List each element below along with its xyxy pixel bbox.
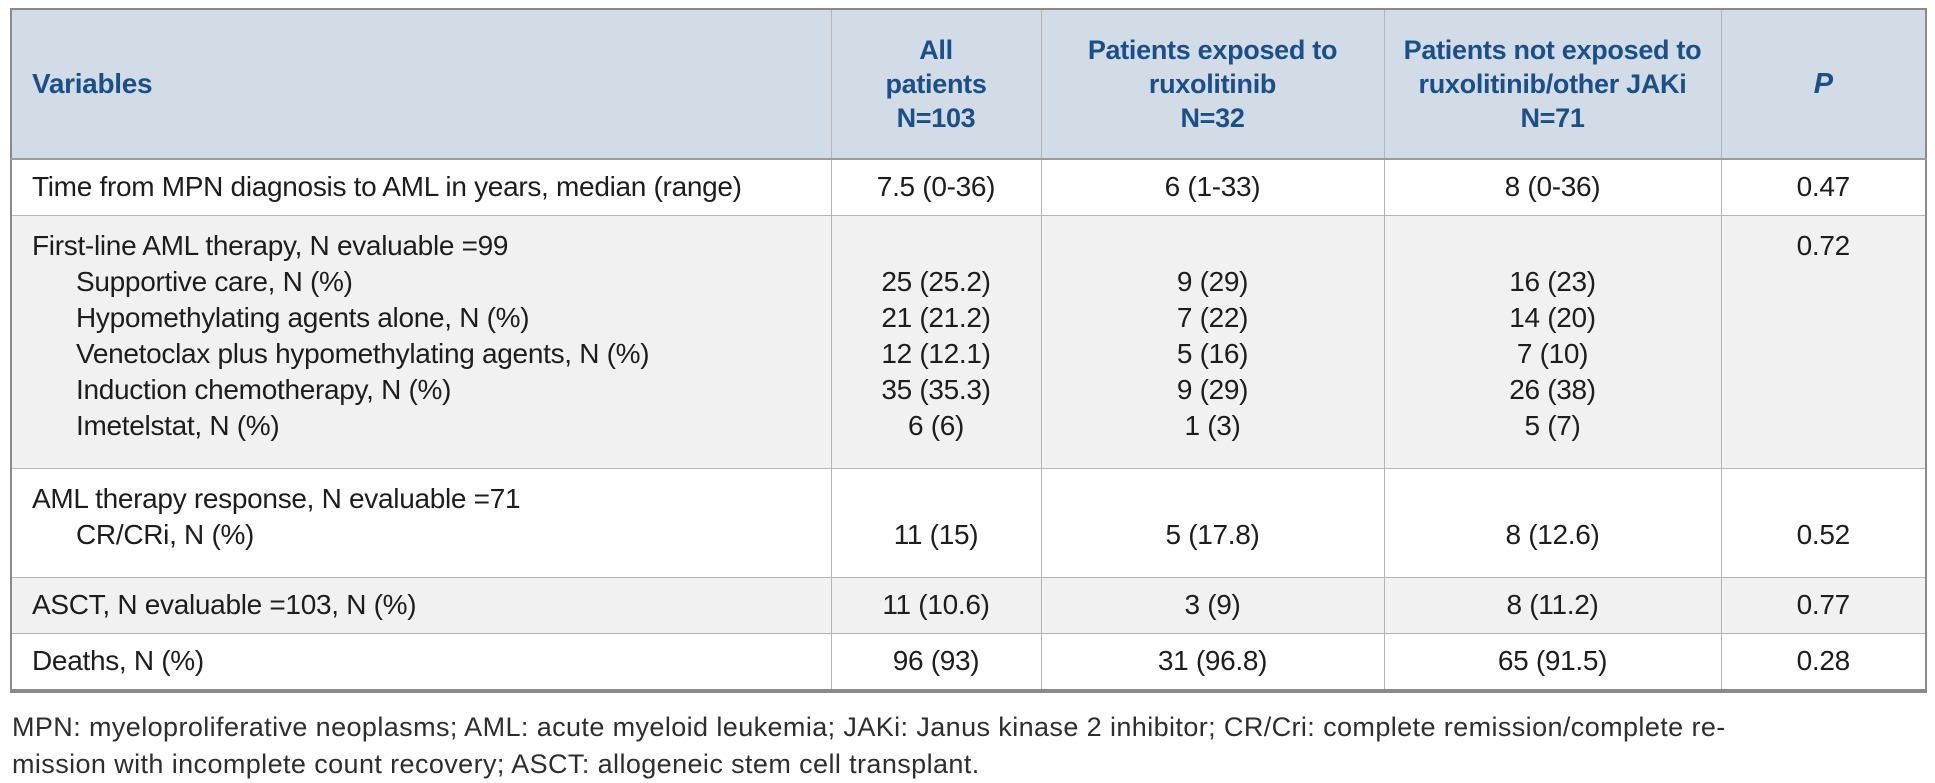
header-line: N=32 [1180,103,1245,133]
row-line-label: Induction chemotherapy, N (%) [76,374,452,405]
cell-line-value: 12 (12.1) [881,338,991,369]
row-label: AML therapy response, N evaluable =71 CR/… [10,468,832,578]
row-label: Deaths, N (%) [10,633,832,692]
cell-line-value [1042,228,1384,264]
cell-all-patients: 96 (93) [830,633,1042,692]
cell-p-value: 0.47 [1720,158,1927,216]
cell-line-value: 1 (3) [1184,410,1241,441]
cell-line-value: 26 (38) [1509,374,1596,405]
cell-all-patients: 25 (25.2) 21 (21.2) 12 (12.1) 35 (35.3) 6 (6… [830,215,1042,469]
header-line: ruxolitinib [1148,69,1277,99]
cell-line-value [1722,408,1926,444]
cell-line-value: 35 (35.3) [881,374,991,405]
row-line-label: Supportive care, N (%) [76,266,353,297]
cell-exposed: 3 (9) [1040,577,1385,634]
cell-exposed: 5 (17.8) [1040,468,1385,578]
abbreviations-footnote: MPN: myeloproliferative neoplasms; AML: … [12,709,1925,783]
cell-not-exposed: 65 (91.5) [1383,633,1722,692]
row-line-label: AML therapy response, N evaluable =71 [32,483,521,514]
cell-line-value [1722,336,1926,372]
table-row: AML therapy response, N evaluable =71 CR/… [10,468,1927,578]
cell-line-value: 5 (16) [1176,338,1249,369]
cell-line-value [1722,481,1926,517]
cell-line-value: 0.72 [1796,230,1851,261]
table-row: Deaths, N (%) 96 (93) 31 (96.8) 65 (91.5) 0.… [10,633,1927,692]
cell-p-value: 0.28 [1720,633,1927,692]
cell-p-value: 0.77 [1720,577,1927,634]
p-value-column-header: P [1720,8,1927,160]
cell-line-value: 11 (15) [893,519,979,550]
table-row: ASCT, N evaluable =103, N (%) 11 (10.6) 3 … [10,577,1927,634]
header-line: Patients not exposed to [1403,35,1702,65]
cell-exposed: 6 (1-33) [1040,158,1385,216]
header-line: ruxolitinib/other JAKi [1418,69,1687,99]
cell-line-value: 25 (25.2) [881,266,991,297]
row-line-label: Venetoclax plus hypomethylating agents, … [76,338,650,369]
table-row: Time from MPN diagnosis to AML in years,… [10,158,1927,216]
cell-not-exposed: 8 (11.2) [1383,577,1722,634]
row-line-label: CR/CRi, N (%) [76,519,255,550]
cell-all-patients: 11 (10.6) [830,577,1042,634]
cell-not-exposed: 8 (0-36) [1383,158,1722,216]
cell-line-value: 16 (23) [1509,266,1596,297]
cell-line-value [1722,264,1926,300]
cell-line-value: 21 (21.2) [881,302,991,333]
not-exposed-column-header: Patients not exposed to ruxolitinib/other… [1383,8,1722,160]
cell-line-value [832,228,1041,264]
header-line: Patients exposed to [1087,35,1338,65]
cell-line-value: 7 (22) [1176,302,1249,333]
cell-line-value: 7 (10) [1516,338,1589,369]
header-line: N=71 [1520,103,1585,133]
cell-line-value [1722,300,1926,336]
variables-column-header: Variables [10,8,832,160]
all-patients-column-header: All patients N=103 [830,8,1042,160]
cell-not-exposed: 8 (12.6) [1383,468,1722,578]
footnote-line: MPN: myeloproliferative neoplasms; AML: … [12,712,1726,742]
row-label: First-line AML therapy, N evaluable =99 S… [10,215,832,469]
row-line-label: First-line AML therapy, N evaluable =99 [32,230,509,261]
cell-line-value: 6 (6) [907,410,965,441]
patient-characteristics-table: Variables All patients N=103 Patients expo… [10,8,1927,693]
row-line-label: Hypomethylating agents alone, N (%) [76,302,530,333]
cell-p-value: 0.72 [1720,215,1927,469]
cell-exposed: 31 (96.8) [1040,633,1385,692]
table-row: First-line AML therapy, N evaluable =99 S… [10,215,1927,469]
row-line-label: Imetelstat, N (%) [76,410,280,441]
cell-line-value: 0.52 [1796,519,1851,550]
cell-exposed: 9 (29) 7 (22) 5 (16) 9 (29) 1 (3) [1040,215,1385,469]
cell-line-value [832,481,1041,517]
row-label: ASCT, N evaluable =103, N (%) [10,577,832,634]
footnote-line: mission with incomplete count recovery; … [12,749,980,779]
cell-line-value: 14 (20) [1509,302,1596,333]
header-line: N=103 [896,103,976,133]
cell-line-value [1385,228,1721,264]
cell-line-value: 9 (29) [1176,374,1249,405]
cell-line-value: 9 (29) [1176,266,1249,297]
cell-line-value: 8 (12.6) [1505,519,1600,550]
cell-line-value [1722,372,1926,408]
exposed-column-header: Patients exposed to ruxolitinib N=32 [1040,8,1385,160]
cell-line-value: 5 (7) [1524,410,1581,441]
header-line: All [919,35,953,65]
cell-all-patients: 7.5 (0-36) [830,158,1042,216]
header-line: patients [885,69,987,99]
row-label: Time from MPN diagnosis to AML in years,… [10,158,832,216]
cell-p-value: 0.52 [1720,468,1927,578]
header-row: Variables All patients N=103 Patients expo… [10,8,1927,160]
cell-line-value [1385,481,1721,517]
cell-line-value [1042,481,1384,517]
cell-line-value: 5 (17.8) [1165,519,1260,550]
cell-not-exposed: 16 (23) 14 (20) 7 (10) 26 (38) 5 (7) [1383,215,1722,469]
cell-all-patients: 11 (15) [830,468,1042,578]
